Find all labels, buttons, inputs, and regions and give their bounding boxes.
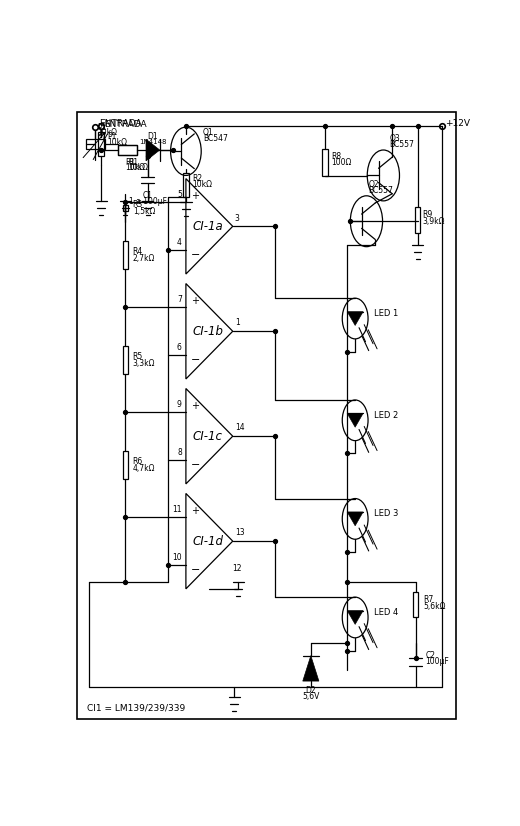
Text: 1N4148: 1N4148 bbox=[139, 139, 166, 145]
Text: 13: 13 bbox=[235, 529, 244, 538]
Polygon shape bbox=[347, 610, 363, 624]
Text: D2: D2 bbox=[306, 686, 316, 695]
Text: 10: 10 bbox=[172, 553, 182, 562]
Text: 1 a 100μF: 1 a 100μF bbox=[128, 197, 166, 206]
Text: 10kΩ: 10kΩ bbox=[97, 128, 117, 136]
Text: CI-1a: CI-1a bbox=[192, 220, 223, 233]
Text: CI-1b: CI-1b bbox=[192, 325, 224, 338]
Text: +: + bbox=[191, 296, 199, 306]
Bar bbox=[123, 240, 128, 269]
Text: R7: R7 bbox=[423, 596, 433, 604]
Text: 7: 7 bbox=[177, 295, 182, 304]
Text: 8: 8 bbox=[177, 448, 182, 457]
Text: D1: D1 bbox=[148, 131, 158, 140]
Polygon shape bbox=[146, 140, 160, 161]
Text: R6: R6 bbox=[133, 457, 143, 466]
Text: 1: 1 bbox=[235, 319, 240, 327]
Text: LED 4: LED 4 bbox=[374, 608, 398, 617]
Text: 10kΩ: 10kΩ bbox=[128, 164, 148, 173]
Text: LED 1: LED 1 bbox=[374, 309, 398, 318]
Bar bbox=[118, 145, 137, 154]
Text: C2: C2 bbox=[426, 651, 436, 660]
Bar bbox=[183, 173, 189, 197]
Text: R3: R3 bbox=[133, 201, 143, 209]
Polygon shape bbox=[347, 311, 363, 325]
Text: 100Ω: 100Ω bbox=[331, 159, 352, 167]
Text: 1,5kΩ: 1,5kΩ bbox=[133, 206, 155, 216]
Text: ENTRADA: ENTRADA bbox=[99, 120, 142, 128]
Text: C1: C1 bbox=[142, 192, 152, 200]
Text: LED 2: LED 2 bbox=[374, 411, 398, 420]
Text: +: + bbox=[191, 506, 199, 516]
Bar bbox=[415, 207, 421, 233]
Text: R8: R8 bbox=[331, 152, 341, 161]
Text: 10kΩ: 10kΩ bbox=[192, 181, 212, 189]
Text: +: + bbox=[191, 401, 199, 411]
Text: R2: R2 bbox=[192, 174, 202, 183]
Bar bbox=[123, 450, 128, 479]
Text: 4,7kΩ: 4,7kΩ bbox=[133, 463, 155, 472]
Text: 9: 9 bbox=[177, 401, 182, 409]
Text: 11: 11 bbox=[172, 506, 182, 514]
Text: −: − bbox=[191, 250, 200, 260]
Text: CI1 = LM139/239/339: CI1 = LM139/239/339 bbox=[87, 704, 186, 713]
Bar bbox=[123, 345, 128, 374]
Text: +: + bbox=[191, 191, 199, 201]
Bar bbox=[86, 139, 105, 149]
Text: 10kΩ: 10kΩ bbox=[125, 164, 146, 173]
Text: CI-1c: CI-1c bbox=[193, 430, 223, 443]
Text: BC547: BC547 bbox=[203, 134, 228, 143]
Text: 2,7kΩ: 2,7kΩ bbox=[133, 254, 155, 263]
Text: BC557: BC557 bbox=[389, 140, 414, 150]
Text: 14: 14 bbox=[235, 424, 244, 433]
Text: R4: R4 bbox=[133, 247, 143, 256]
Text: R1: R1 bbox=[125, 159, 136, 167]
Text: 3,3kΩ: 3,3kΩ bbox=[133, 358, 155, 368]
Text: 3,9kΩ: 3,9kΩ bbox=[422, 216, 445, 225]
Bar bbox=[413, 592, 419, 618]
Text: Q1: Q1 bbox=[203, 128, 213, 136]
Text: P1: P1 bbox=[107, 131, 116, 140]
Text: 12: 12 bbox=[232, 564, 242, 573]
Text: +12V: +12V bbox=[445, 119, 470, 128]
Bar bbox=[123, 205, 128, 211]
Bar bbox=[98, 131, 105, 156]
Text: CI-1d: CI-1d bbox=[192, 534, 224, 548]
Text: 6: 6 bbox=[177, 343, 182, 352]
Polygon shape bbox=[347, 512, 363, 526]
Text: 100μF: 100μF bbox=[426, 657, 449, 667]
Text: R1: R1 bbox=[128, 159, 138, 167]
Polygon shape bbox=[303, 656, 319, 681]
Text: Q2: Q2 bbox=[369, 180, 379, 189]
Text: Q3: Q3 bbox=[389, 134, 400, 143]
Text: −: − bbox=[191, 565, 200, 575]
Text: 10kΩ: 10kΩ bbox=[107, 138, 127, 147]
Text: 4: 4 bbox=[177, 238, 182, 247]
Text: 5,6V: 5,6V bbox=[302, 692, 319, 700]
Bar bbox=[322, 150, 328, 176]
Bar bbox=[118, 145, 137, 154]
Text: R5: R5 bbox=[133, 352, 143, 361]
Text: −: − bbox=[191, 355, 200, 365]
Text: 5: 5 bbox=[177, 190, 182, 199]
Text: ENTRADA: ENTRADA bbox=[105, 120, 147, 129]
Text: −: − bbox=[191, 460, 200, 470]
Text: LED 3: LED 3 bbox=[374, 510, 398, 518]
Text: P1: P1 bbox=[97, 122, 107, 131]
Polygon shape bbox=[347, 413, 363, 427]
Text: R9: R9 bbox=[422, 211, 433, 220]
Text: 5,6kΩ: 5,6kΩ bbox=[423, 601, 445, 610]
Text: 3: 3 bbox=[235, 214, 240, 222]
Text: BC557: BC557 bbox=[369, 186, 393, 195]
